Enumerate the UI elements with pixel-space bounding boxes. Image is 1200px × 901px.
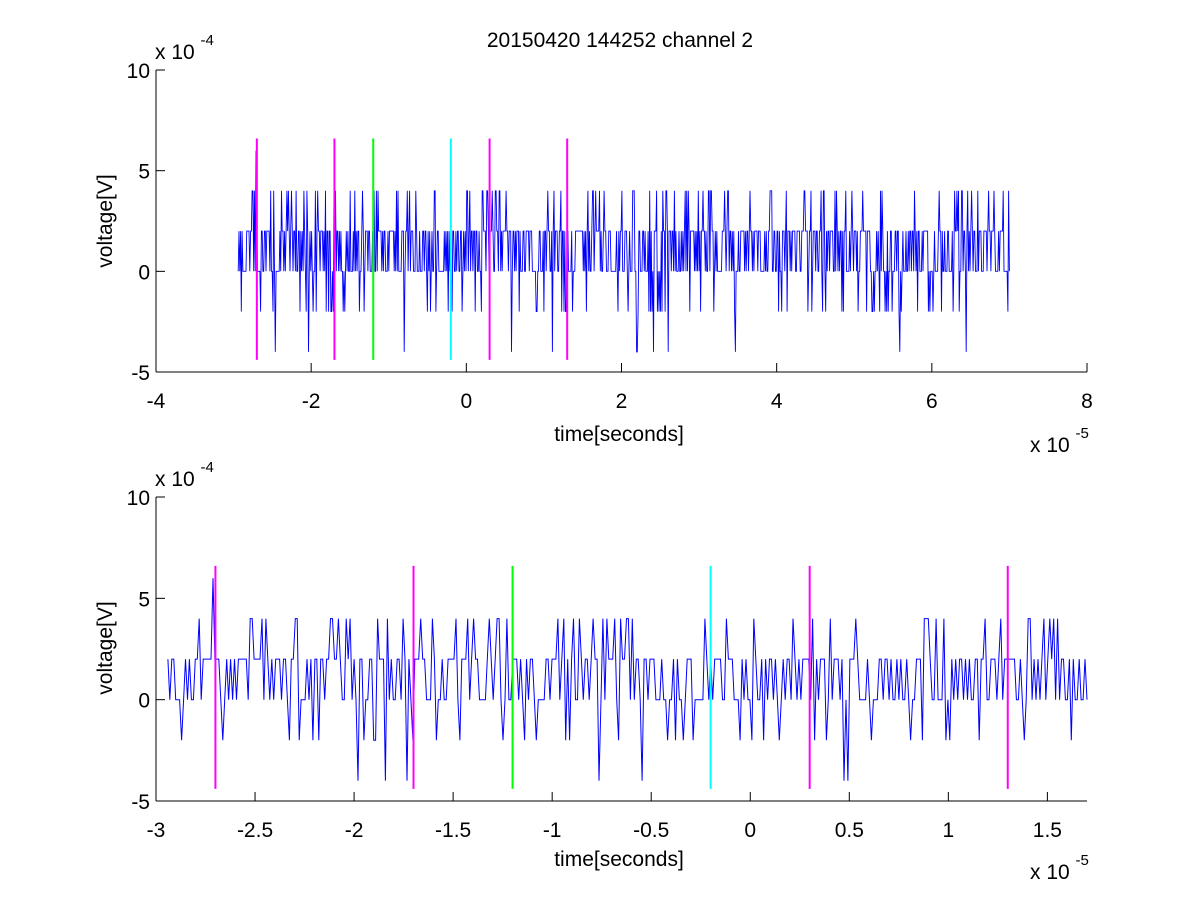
bottom-y-multiplier: x 10 -4 [155,459,214,491]
chart-title: 20150420 144252 channel 2 [487,29,753,52]
top-y-tick-label-1: 0 [138,261,150,284]
top-x-tick-label-1: -2 [302,390,321,413]
bottom-x-tick-label-7: 0.5 [835,819,864,842]
top-x-tick-label-2: 0 [460,390,472,413]
bottom-x-tick-labels: -3 -2.5 -2 -1.5 -1 -0.5 0 0.5 1 1.5 [147,819,1062,842]
bottom-x-tick-label-3: -1.5 [435,819,471,842]
top-x-tick-label-6: 8 [1081,390,1093,413]
bottom-x-tick-label-0: -3 [147,819,166,842]
bottom-y-multiplier-base: x 10 [155,468,195,491]
bottom-y-tick-labels: -5 0 5 10 [127,487,150,814]
top-y-multiplier-exponent: -4 [201,32,214,49]
top-axes [155,69,1088,373]
top-x-multiplier-base: x 10 [1030,434,1070,457]
bottom-trace-line [167,578,1088,781]
bottom-axes [155,496,1087,802]
top-plot: -4 -2 0 2 4 6 8 -5 0 5 10 time[seconds] voltage[V… [94,32,1093,457]
top-x-multiplier: x 10 -5 [1030,425,1089,457]
bottom-x-tick-label-2: -2 [345,819,364,842]
top-y-tick-labels: -5 0 5 10 [127,60,150,385]
top-y-axis-label: voltage[V] [94,174,117,267]
bottom-x-tick-label-5: -0.5 [633,819,669,842]
bottom-y-tick-label-1: 0 [138,690,150,713]
bottom-x-multiplier: x 10 -5 [1030,852,1089,884]
top-x-axis-label: time[seconds] [554,423,684,446]
top-y-tick-label-2: 5 [138,161,150,184]
bottom-y-tick-label-3: 10 [127,487,150,510]
top-y-tick-label-3: 10 [127,60,150,83]
top-x-multiplier-exponent: -5 [1076,425,1089,442]
bottom-x-tick-label-6: 0 [744,819,756,842]
top-y-multiplier-base: x 10 [155,41,195,64]
top-plot-area [237,138,1010,360]
top-x-tick-labels: -4 -2 0 2 4 6 8 [147,390,1093,413]
top-y-multiplier: x 10 -4 [155,32,214,64]
top-x-tick-label-0: -4 [147,390,166,413]
top-y-tick-label-0: -5 [131,362,150,385]
top-trace [237,150,1010,353]
bottom-x-tick-label-4: -1 [543,819,562,842]
bottom-x-tick-label-8: 1 [942,819,954,842]
top-x-tick-label-3: 2 [616,390,628,413]
bottom-y-multiplier-exponent: -4 [201,459,214,476]
bottom-markers [214,565,1009,789]
bottom-y-tick-label-2: 5 [138,588,150,611]
bottom-y-tick-label-0: -5 [131,791,150,814]
bottom-x-tick-label-1: -2.5 [237,819,273,842]
top-markers [255,138,569,360]
top-x-tick-label-5: 6 [926,390,938,413]
top-trace-line [237,150,1010,353]
bottom-plot-area [167,565,1088,789]
bottom-x-axis-label: time[seconds] [554,848,684,871]
bottom-plot: -3 -2.5 -2 -1.5 -1 -0.5 0 0.5 1 1.5 -5 0 5 10 time[s… [94,459,1089,884]
bottom-y-axis-label: voltage[V] [94,601,117,694]
bottom-x-multiplier-base: x 10 [1030,861,1070,884]
top-x-tick-label-4: 4 [771,390,783,413]
bottom-x-tick-label-9: 1.5 [1033,819,1062,842]
bottom-x-multiplier-exponent: -5 [1076,852,1089,869]
bottom-trace [167,578,1088,781]
